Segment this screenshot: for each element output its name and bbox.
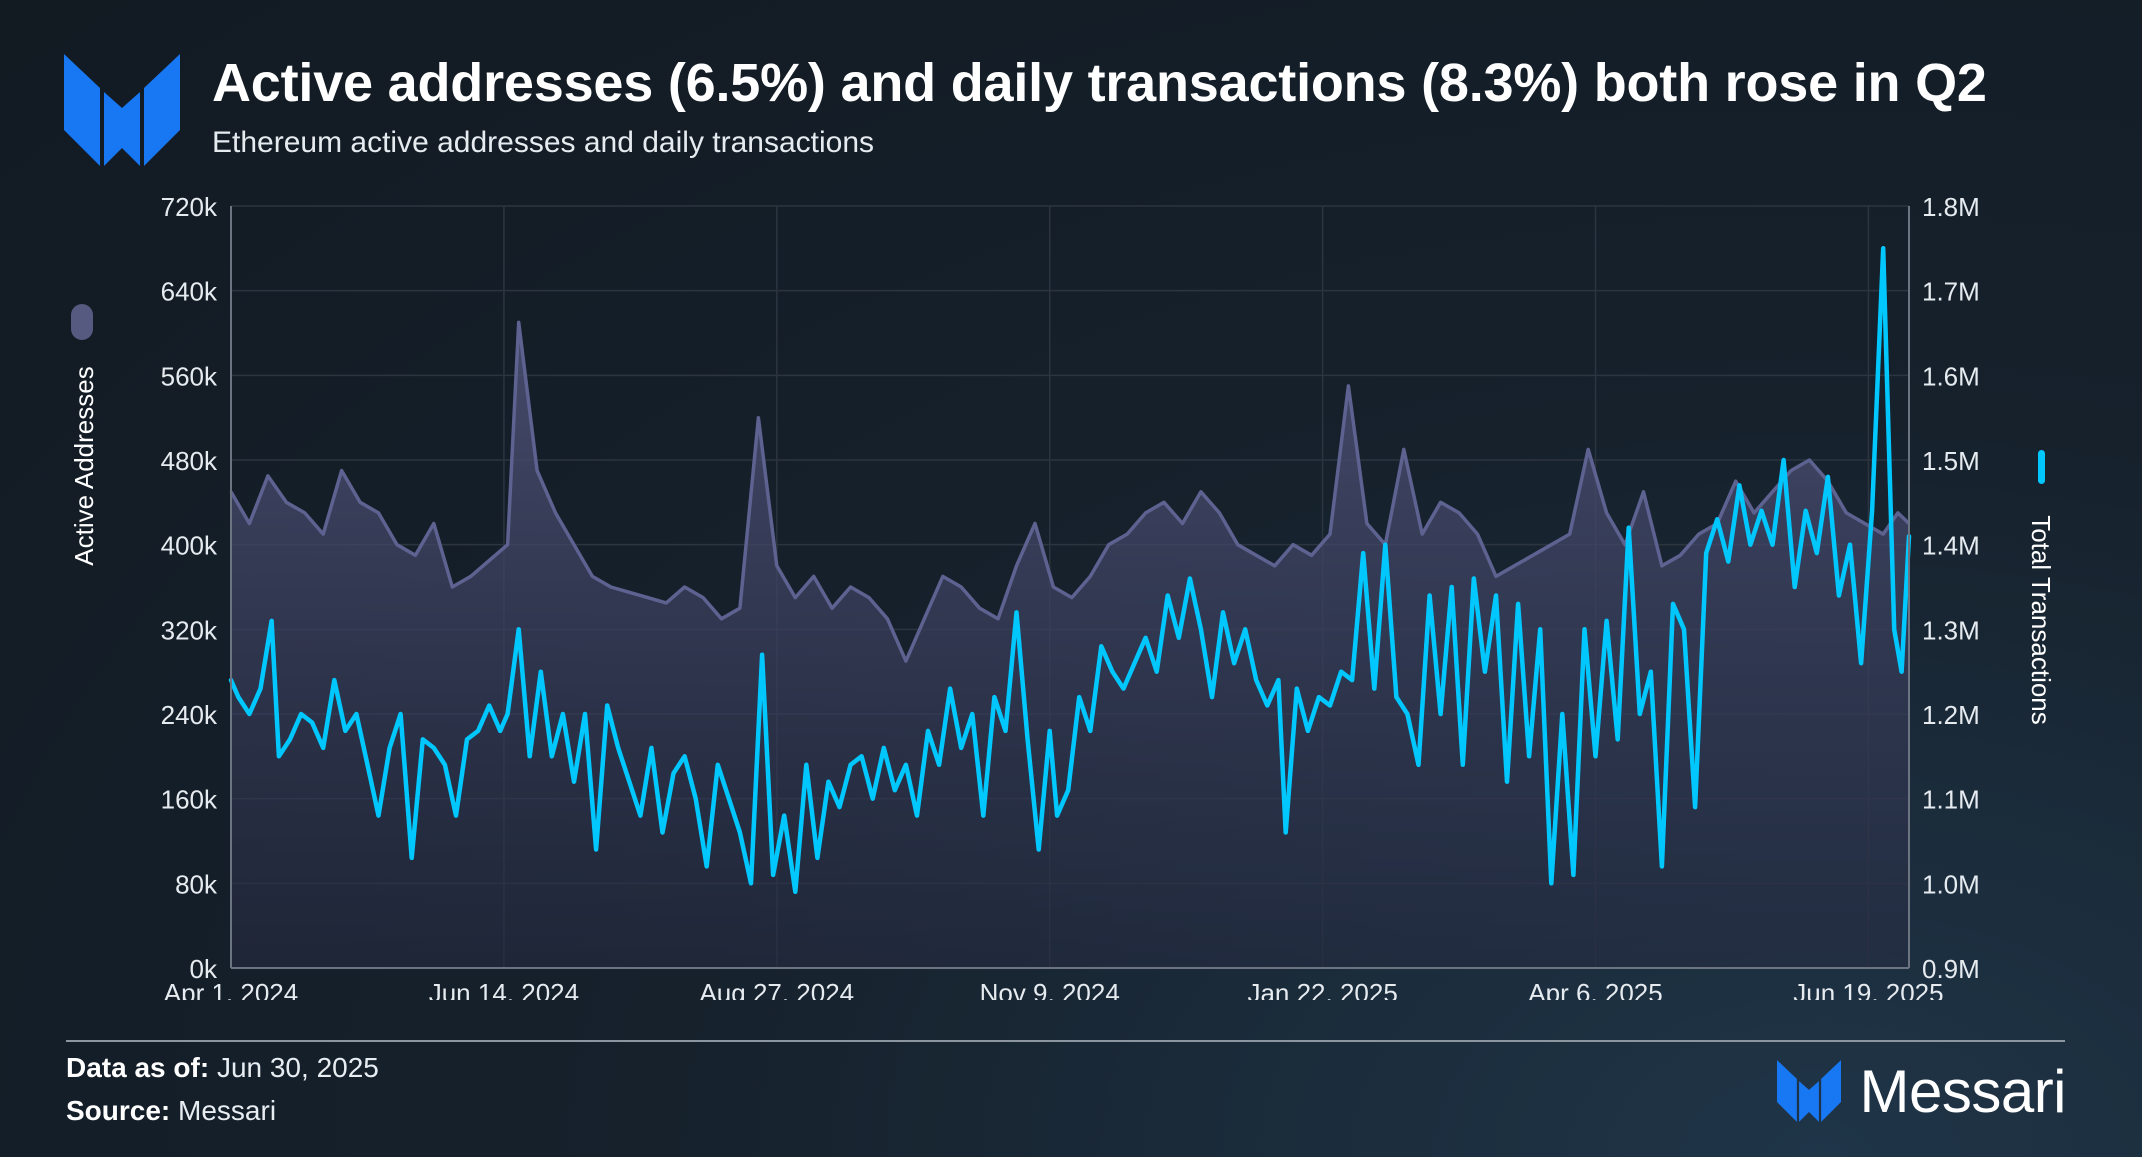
- left-tick-label: 160k: [161, 785, 218, 815]
- right-tick-label: 1.5M: [1922, 446, 1980, 476]
- legend-total-transactions-swatch: [2038, 450, 2045, 484]
- right-tick-label: 1.7M: [1922, 277, 1980, 307]
- legend-active-addresses-label: Active Addresses: [69, 366, 99, 565]
- source-value: Messari: [178, 1095, 277, 1126]
- source: Source: Messari: [66, 1095, 276, 1127]
- footer-divider: [66, 1040, 2065, 1042]
- x-tick-label: Apr 6, 2025: [1528, 978, 1662, 1000]
- data-as-of: Data as of: Jun 30, 2025: [66, 1052, 379, 1084]
- total-transactions-series: [228, 246, 1912, 895]
- x-tick-label: Aug 27, 2024: [699, 978, 854, 1000]
- left-tick-label: 320k: [161, 615, 218, 645]
- right-tick-label: 0.9M: [1922, 954, 1980, 984]
- axes: 0k 80k 160k 240k 320k 400k 480k 560k 640k 720k 0.9…: [161, 192, 1980, 1000]
- legend: Active Addresses Total Transactions: [69, 304, 2056, 725]
- chart-subtitle: Ethereum active addresses and daily tran…: [212, 126, 875, 159]
- left-tick-label: 80k: [175, 869, 218, 899]
- right-tick-label: 1.1M: [1922, 785, 1980, 815]
- total-transactions-line: [228, 246, 1912, 895]
- right-tick-label: 1.2M: [1922, 700, 1980, 730]
- data-as-of-value: Jun 30, 2025: [216, 1052, 379, 1083]
- right-tick-label: 1.8M: [1922, 192, 1980, 222]
- legend-active-addresses: Active Addresses: [69, 304, 99, 566]
- right-tick-label: 1.4M: [1922, 531, 1980, 561]
- legend-active-addresses-swatch: [71, 304, 93, 340]
- source-label: Source:: [66, 1095, 171, 1126]
- x-tick-label: Jun 19, 2025: [1793, 978, 1943, 1000]
- x-tick-label: Nov 9, 2024: [980, 978, 1120, 1000]
- messari-logo-icon: [64, 54, 180, 166]
- chart-title: Active addresses (6.5%) and daily transa…: [212, 53, 1987, 113]
- active-addresses-series: [229, 320, 1911, 968]
- brand-name: Messari: [1859, 1057, 2066, 1125]
- active-addresses-line: [229, 320, 1911, 663]
- legend-total-transactions-label: Total Transactions: [2026, 515, 2056, 725]
- right-tick-label: 1.6M: [1922, 361, 1980, 391]
- right-tick-label: 1.3M: [1922, 615, 1980, 645]
- left-tick-label: 480k: [161, 446, 218, 476]
- brand: Messari: [1777, 1057, 2066, 1125]
- active-addresses-area: [231, 322, 1909, 968]
- left-tick-label: 560k: [161, 361, 218, 391]
- left-tick-label: 400k: [161, 531, 218, 561]
- messari-logo-icon: [1777, 1060, 1842, 1122]
- x-tick-label: Apr 1, 2024: [164, 978, 298, 1000]
- left-tick-label: 0k: [190, 954, 218, 984]
- left-tick-label: 720k: [161, 192, 218, 222]
- legend-total-transactions: Total Transactions: [2026, 450, 2056, 725]
- x-tick-label: Jun 14, 2024: [429, 978, 579, 1000]
- x-tick-label: Jan 22, 2025: [1247, 978, 1397, 1000]
- left-tick-label: 640k: [161, 277, 218, 307]
- right-tick-label: 1.0M: [1922, 869, 1980, 899]
- left-tick-label: 240k: [161, 700, 218, 730]
- chart-area: 0k 80k 160k 240k 320k 400k 480k 560k 640k 720k 0.9…: [69, 192, 2056, 1000]
- data-as-of-label: Data as of:: [66, 1052, 210, 1083]
